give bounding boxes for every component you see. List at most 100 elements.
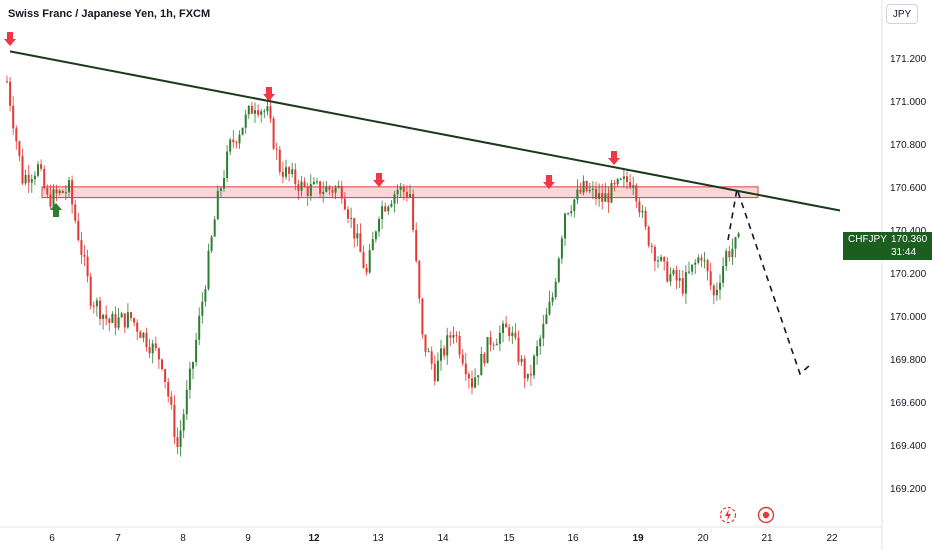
price-tag-symbol: CHFJPY (848, 234, 887, 245)
candle-body (347, 209, 349, 219)
arrow-up-icon (50, 203, 62, 217)
candle-body (254, 110, 256, 114)
candle-body (374, 231, 377, 240)
candle (216, 185, 219, 220)
candle-body (616, 179, 619, 185)
candle (616, 178, 619, 187)
arrow-down-icon (263, 87, 275, 101)
candle-body (542, 323, 545, 339)
candle-body (61, 190, 64, 194)
candle (223, 170, 225, 192)
candle (573, 198, 576, 218)
lightning-icon[interactable] (719, 506, 737, 524)
candle-body (415, 229, 418, 261)
candle-body (381, 206, 384, 220)
candle (365, 263, 368, 276)
candle (15, 125, 18, 150)
candle (551, 292, 554, 306)
candle-body (55, 189, 58, 194)
candle (250, 101, 253, 115)
candle (684, 265, 687, 304)
candle-body (533, 355, 535, 376)
candle (257, 104, 260, 118)
candle (427, 347, 430, 353)
candle (402, 184, 405, 201)
candle-body (706, 260, 709, 272)
candle (21, 148, 24, 186)
candle (604, 182, 607, 202)
candle-body (378, 219, 380, 232)
candle-body (334, 187, 337, 193)
candle (424, 334, 427, 357)
candle-body (123, 313, 126, 328)
currency-button[interactable]: JPY (886, 4, 918, 24)
candle-body (402, 186, 405, 192)
candle-body (182, 414, 185, 431)
candle-body (130, 312, 132, 319)
candle (281, 161, 284, 184)
trendline[interactable] (9, 50, 841, 212)
candle (151, 339, 154, 364)
candle-body (433, 363, 436, 382)
candle (204, 285, 207, 307)
candle (697, 254, 700, 265)
candle-body (477, 375, 480, 378)
candle-body (309, 184, 312, 196)
candle (55, 184, 58, 202)
projection-path[interactable] (727, 188, 811, 376)
candle (722, 257, 725, 288)
candle (207, 243, 210, 291)
candle-body (449, 335, 452, 338)
y-axis-label: 169.800 (890, 355, 927, 366)
candle-body (557, 258, 560, 282)
candle (185, 380, 188, 421)
candle-body (523, 358, 526, 379)
candle (347, 206, 349, 224)
candle (306, 182, 309, 206)
candle (471, 370, 473, 395)
y-axis-label: 170.600 (890, 183, 927, 194)
candle-body (517, 337, 520, 362)
candle-body (508, 327, 511, 336)
candle-body (176, 437, 179, 448)
candle-body (185, 389, 188, 415)
candle-body (653, 246, 656, 261)
target-icon[interactable] (757, 506, 775, 524)
candle-body (635, 185, 638, 202)
candle (272, 116, 275, 151)
candle-body (629, 182, 632, 188)
candle (694, 259, 697, 274)
candle-body (120, 313, 123, 318)
candle-body (464, 363, 467, 375)
candle (142, 331, 145, 343)
candle (167, 377, 170, 403)
candle-body (737, 233, 740, 238)
candle (660, 254, 663, 263)
candle-body (660, 257, 663, 261)
candle (350, 207, 353, 228)
candle (644, 207, 647, 231)
x-axis-label: 19 (632, 533, 644, 544)
candle-body (511, 332, 514, 336)
candle-body (455, 335, 458, 337)
candle (33, 171, 36, 186)
candle-body (105, 314, 108, 319)
candle (297, 179, 300, 200)
candle-body (297, 184, 300, 191)
candle-body (350, 217, 353, 219)
candle-body (467, 374, 470, 379)
candle-body (405, 191, 408, 197)
candle (356, 224, 359, 247)
candle-body (396, 189, 399, 195)
candle (188, 361, 191, 399)
candle-body (80, 240, 83, 255)
candle (12, 96, 15, 135)
candle-body (18, 141, 21, 156)
candle-body (384, 206, 387, 212)
candle (548, 291, 551, 316)
candle-body (291, 169, 294, 174)
candle (582, 175, 585, 196)
candle-body (92, 305, 95, 307)
candle (244, 109, 247, 134)
